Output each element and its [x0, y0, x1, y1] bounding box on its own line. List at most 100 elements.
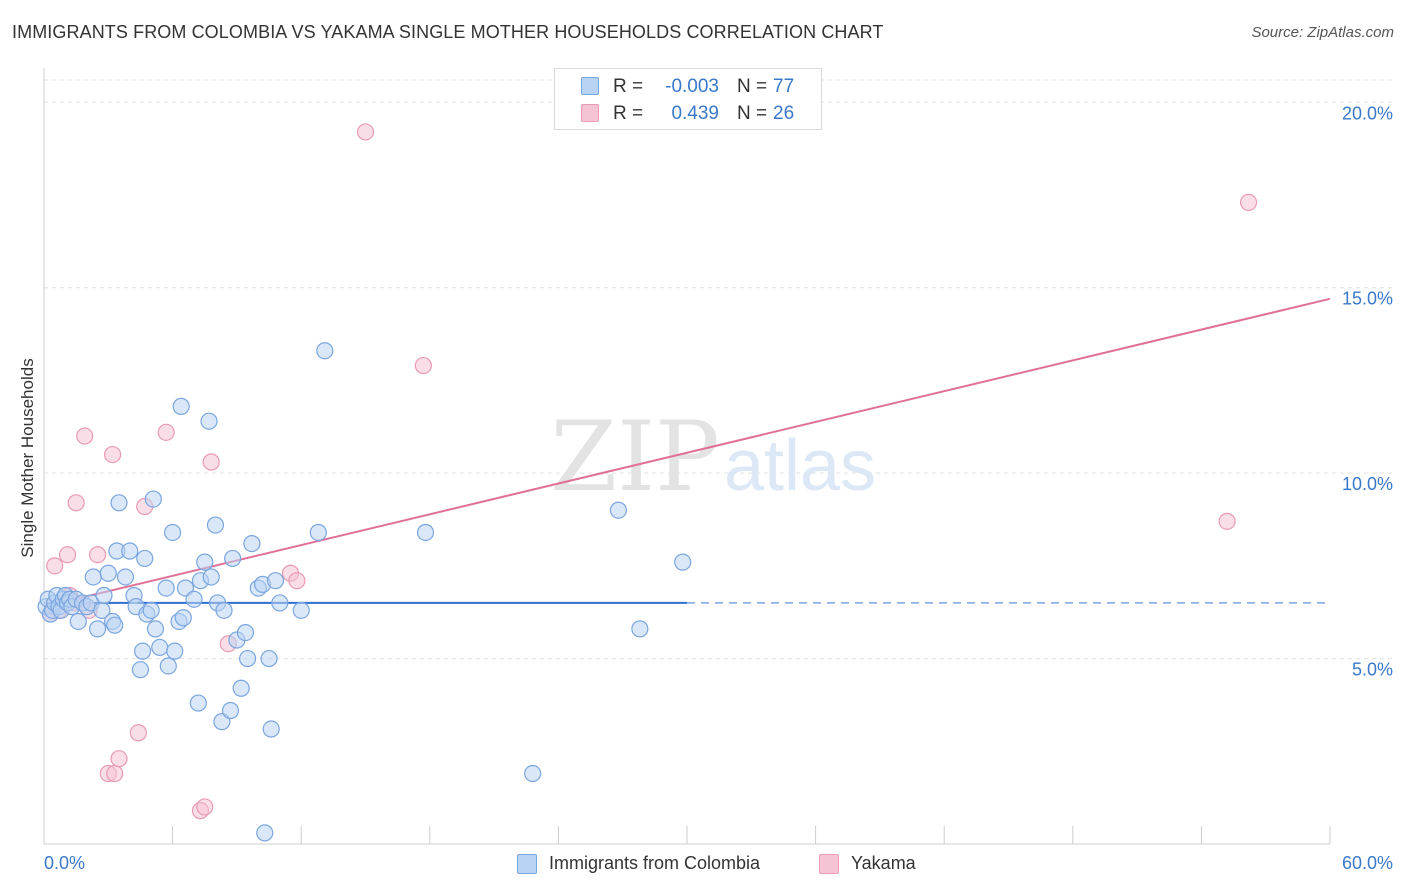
point-yakama: [196, 798, 214, 816]
point-colombia: [146, 620, 165, 638]
y-tick-label: 15.0%: [1342, 289, 1393, 309]
point-yakama: [1218, 512, 1236, 530]
point-colombia: [151, 638, 169, 657]
point-colombia: [189, 694, 207, 712]
data-points: [37, 123, 1258, 842]
legend-swatch-pink: [581, 104, 599, 122]
y-tick-label: 10.0%: [1342, 474, 1393, 494]
point-colombia: [200, 412, 218, 430]
point-colombia: [202, 568, 220, 586]
point-yakama: [88, 546, 107, 564]
legend-label: Yakama: [851, 853, 916, 873]
point-colombia: [609, 501, 628, 519]
point-colombia: [69, 612, 87, 631]
chart-title: IMMIGRANTS FROM COLOMBIA VS YAKAMA SINGL…: [12, 22, 884, 42]
legend-swatch-blue: [517, 854, 537, 874]
n-label: N =: [737, 76, 768, 97]
point-colombia: [142, 601, 160, 619]
legend-swatch-pink: [819, 854, 839, 874]
point-colombia: [196, 553, 214, 571]
legend-row-yakama: R = 0.439 N = 26: [555, 100, 821, 126]
point-yakama: [157, 423, 175, 441]
point-colombia: [136, 549, 154, 568]
point-colombia: [236, 624, 255, 642]
series-legend: Immigrants from Colombia Yakama: [0, 852, 1406, 878]
source-label: Source: ZipAtlas.com: [1251, 24, 1394, 41]
point-colombia: [271, 594, 289, 612]
r-value: 0.439: [671, 103, 719, 124]
point-colombia: [239, 649, 257, 668]
r-label: R =: [613, 76, 644, 97]
n-value: 26: [773, 103, 795, 124]
n-value: 77: [773, 76, 795, 97]
point-colombia: [131, 661, 150, 679]
point-colombia: [631, 620, 649, 638]
point-colombia: [172, 397, 190, 415]
point-colombia: [110, 494, 128, 512]
point-yakama: [67, 494, 85, 512]
point-colombia: [221, 701, 240, 720]
point-yakama: [58, 546, 77, 564]
point-colombia: [215, 601, 233, 619]
point-yakama: [202, 453, 220, 471]
tick-labels: 5.0% 10.0% 15.0% 20.0% 0.0% 60.0%: [44, 103, 1393, 873]
point-yakama: [46, 557, 64, 575]
point-colombia: [524, 764, 542, 783]
legend-row-colombia: R = -0.003 N = 77: [555, 73, 821, 99]
point-yakama: [110, 750, 128, 768]
point-colombia: [166, 642, 184, 660]
correlation-legend: R = -0.003 N = 77 R = 0.439 N = 26: [554, 68, 822, 130]
point-colombia: [106, 616, 124, 634]
legend-label: Immigrants from Colombia: [549, 853, 761, 873]
point-colombia: [121, 542, 139, 560]
point-yakama: [288, 572, 306, 590]
point-colombia: [260, 649, 278, 668]
point-colombia: [243, 534, 261, 553]
point-colombia: [266, 572, 285, 590]
point-colombia: [116, 568, 135, 586]
point-colombia: [674, 553, 692, 571]
watermark-zip: ZIP: [550, 401, 719, 513]
point-colombia: [88, 620, 107, 638]
y-tick-label: 20.0%: [1342, 103, 1393, 123]
point-yakama: [76, 427, 94, 445]
point-yakama: [356, 123, 375, 141]
point-yakama: [129, 724, 147, 742]
point-colombia: [185, 590, 203, 608]
point-colombia: [174, 609, 192, 627]
y-axis-label: Single Mother Households: [18, 358, 37, 558]
point-colombia: [164, 523, 182, 542]
point-colombia: [144, 490, 162, 508]
point-colombia: [416, 523, 435, 542]
x-tick-label: 0.0%: [44, 853, 85, 873]
point-colombia: [84, 568, 102, 586]
legend-swatch-blue: [581, 77, 599, 95]
grid-lines: [44, 79, 1392, 660]
point-colombia: [256, 824, 274, 842]
point-colombia: [157, 579, 175, 597]
y-tick-label: 5.0%: [1352, 660, 1393, 680]
point-yakama: [103, 445, 122, 464]
axes: [43, 68, 1331, 845]
point-colombia: [309, 523, 327, 542]
point-yakama: [1239, 193, 1258, 211]
watermark-atlas: atlas: [724, 426, 876, 506]
n-label: N =: [737, 103, 768, 124]
point-colombia: [292, 601, 310, 619]
point-yakama: [106, 764, 124, 783]
point-yakama: [414, 356, 432, 375]
point-colombia: [99, 564, 117, 582]
point-colombia: [316, 342, 334, 360]
point-colombia: [232, 679, 250, 697]
point-colombia: [95, 586, 113, 605]
trend-line-yakama: [43, 297, 1331, 608]
point-colombia: [262, 720, 280, 738]
watermark: ZIP atlas: [550, 401, 876, 513]
point-colombia: [224, 549, 242, 568]
r-label: R =: [613, 103, 644, 124]
point-colombia: [133, 642, 152, 660]
x-tick-label: 60.0%: [1342, 853, 1393, 873]
point-colombia: [206, 516, 225, 534]
r-value: -0.003: [665, 76, 719, 97]
